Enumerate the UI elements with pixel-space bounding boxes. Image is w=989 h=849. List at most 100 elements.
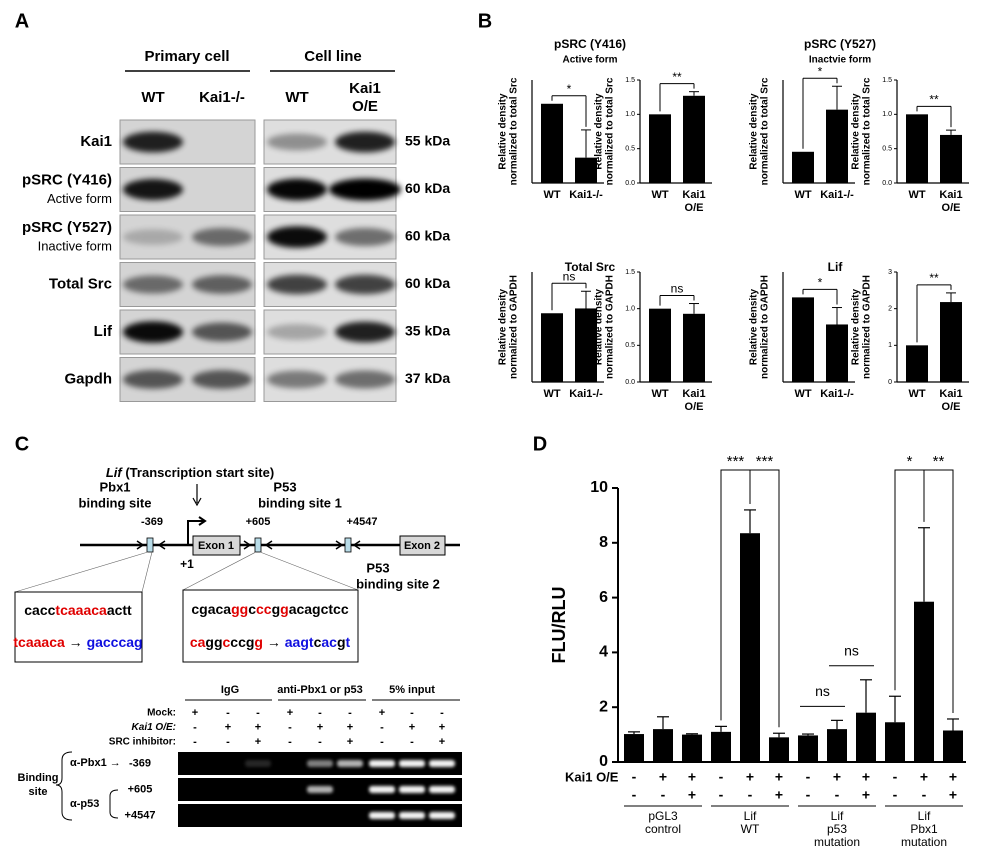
sign: + (862, 769, 870, 785)
blot-band (335, 228, 395, 246)
bar (683, 313, 705, 382)
sequence-part: acagctcc (289, 601, 349, 617)
x-tick-label: Kai1-/- (820, 189, 854, 201)
site-label: +4547 (125, 809, 156, 821)
site-label: -369 (129, 757, 151, 769)
lane-label: WT (141, 89, 164, 106)
sign: + (949, 769, 957, 785)
condition-label: Kai1 O/E: (132, 722, 176, 733)
sequence: cacctcaaacaactt (24, 602, 132, 618)
y-axis-label: Relative density (498, 288, 509, 365)
size-label: 35 kDa (405, 323, 450, 339)
sequence: cgacaggcccggacagctcc (191, 601, 348, 617)
sequence-part: g (337, 634, 346, 650)
sign: + (659, 769, 667, 785)
blot-band (123, 275, 183, 294)
group-label: Lif (918, 809, 931, 823)
y-tick-label: 8 (599, 534, 608, 551)
column-header: Primary cell (144, 48, 229, 65)
row-label: pSRC (Y416) (22, 171, 112, 188)
x-tick-label: WT (794, 189, 811, 201)
blot-band (123, 229, 183, 245)
significance: *** (727, 453, 745, 470)
chart-subtitle: Active form (562, 55, 617, 66)
panel-label: B (478, 10, 492, 32)
blot-band (267, 274, 327, 295)
sign: - (922, 787, 927, 803)
gel-band (369, 760, 395, 767)
blot-band (123, 321, 183, 343)
blot-band (267, 178, 327, 201)
exon-label: Exon 1 (198, 540, 234, 552)
sign: + (255, 721, 261, 733)
binding-label: Binding (18, 772, 59, 784)
group-label: mutation (901, 835, 947, 849)
row-sublabel: Inactive form (38, 238, 112, 253)
y-tick-label: 2 (888, 306, 892, 313)
panel-label: A (15, 10, 29, 32)
group-label: Lif (831, 809, 844, 823)
sequence-part: ca (190, 634, 206, 650)
exon-label: Exon 2 (404, 540, 440, 552)
significance: * (567, 82, 572, 96)
y-tick-label: 0.0 (625, 379, 635, 386)
sign: - (318, 707, 322, 719)
sequence-box (14, 591, 143, 663)
bar (653, 729, 673, 762)
sign: + (833, 769, 841, 785)
sign: - (256, 707, 260, 719)
x-tick-label: Kai1-/- (569, 189, 603, 201)
row-label: Gapdh (65, 370, 113, 387)
sign: + (775, 769, 783, 785)
y-axis-label: normalized to total Src (605, 77, 616, 185)
y-tick-label: 0.0 (882, 180, 892, 187)
site-label: binding site 2 (356, 576, 440, 591)
sign: + (225, 721, 231, 733)
y-axis-label: normalized to GAPDH (862, 275, 873, 379)
gel-band (399, 786, 425, 793)
y-axis-label: normalized to total Src (509, 77, 520, 185)
sequence-part: tcaaaca (55, 602, 107, 618)
bar (769, 737, 789, 762)
sequence-part: cc (256, 601, 272, 617)
sign: - (661, 787, 666, 803)
x-tick-label: WT (543, 388, 560, 400)
sign: - (288, 736, 292, 748)
group-label: Pbx1 (910, 822, 938, 836)
y-axis-label: Relative density (594, 93, 605, 170)
blot-band (267, 324, 327, 340)
y-tick-label: 3 (888, 269, 892, 276)
sequence-part: → (65, 634, 87, 650)
sign: - (410, 707, 414, 719)
site-box (254, 537, 262, 553)
site-label: Pbx1 (99, 479, 130, 494)
blot-band (329, 178, 401, 201)
bar (792, 151, 814, 183)
arrow (192, 484, 202, 507)
sequence-part: tcaaaca (13, 634, 65, 650)
site-label: P53 (273, 479, 296, 494)
sign: + (688, 769, 696, 785)
chart-title: Lif (828, 260, 844, 274)
gel-band (429, 812, 455, 819)
sign: + (317, 721, 323, 733)
x-tick-label: O/E (685, 202, 704, 214)
zoom-line (182, 551, 257, 591)
y-axis-label: normalized to GAPDH (760, 275, 771, 379)
chart-title: Total Src (565, 260, 616, 274)
site-label: +605 (128, 783, 153, 795)
significance: *** (756, 453, 774, 470)
sequence-part: gg (205, 634, 222, 650)
group-label: control (645, 822, 681, 836)
gel-row (178, 804, 462, 827)
sequence: caggcccgg → aagtcacgt (190, 634, 351, 650)
sequence-part: g (254, 634, 263, 650)
x-tick-label: Kai1 (682, 189, 705, 201)
gel-band (245, 760, 271, 767)
bar (740, 533, 760, 762)
y-axis-label: Relative density (749, 288, 760, 365)
sign: + (920, 769, 928, 785)
row-label: Kai1 (80, 133, 112, 150)
sign: - (719, 769, 724, 785)
